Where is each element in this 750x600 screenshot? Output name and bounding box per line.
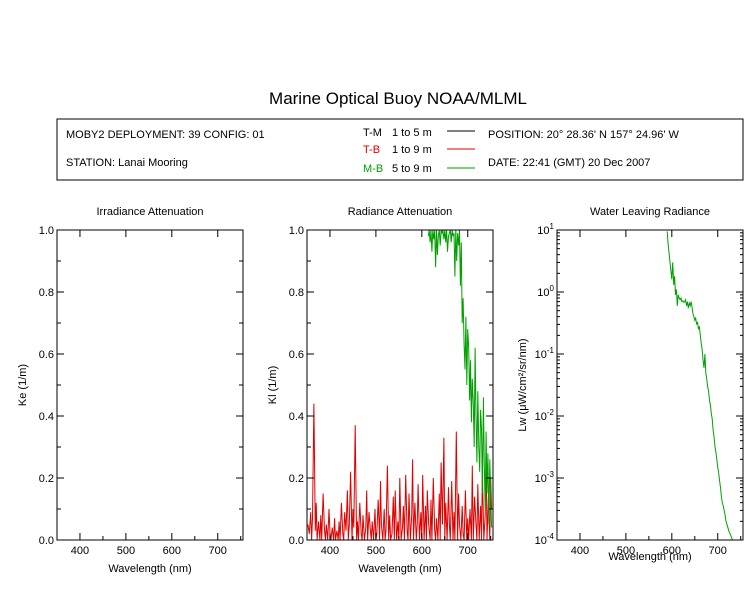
legend: T-M 1 to 5 m T-B 1 to 9 m M-B 5 to 9 m (363, 127, 475, 175)
y-tick-label: 0.0 (39, 535, 54, 547)
y-tick-label: 0.6 (289, 349, 304, 361)
station-text: STATION: Lanai Mooring (66, 157, 188, 169)
x-tick-label: 600 (663, 545, 681, 557)
y-tick-base: 10 (535, 411, 547, 423)
x-tick-label: 600 (413, 545, 431, 557)
y-tick-base: 10 (535, 349, 547, 361)
y-tick-label: 101 (537, 222, 554, 237)
chart-radiance-attenuation: Radiance Attenuation 400 500 600 700 Waveleng… (267, 206, 494, 575)
y-tick-label: 10-4 (535, 532, 555, 547)
x-tick-label: 500 (117, 545, 135, 557)
y-tick-label: 0.4 (289, 411, 304, 423)
page-title: Marine Optical Buoy NOAA/MLML (269, 89, 527, 108)
y-tick-exp: 0 (550, 284, 555, 293)
legend-entry-t-m: T-M 1 to 5 m (363, 127, 475, 139)
legend-range-t-b: 1 to 9 m (392, 144, 432, 156)
legend-code-m-b: M-B (363, 163, 383, 175)
deployment-text: MOBY2 DEPLOYMENT: 39 CONFIG: 01 (66, 129, 265, 141)
position-text: POSITION: 20° 28.36' N 157° 24.96' W (488, 129, 680, 141)
y-tick-base: 10 (535, 473, 547, 485)
chart-title: Radiance Attenuation (348, 206, 453, 218)
chart-water-leaving-radiance: Water Leaving Radiance 400 500 600 700 Wavele… (517, 206, 744, 563)
y-tick-label: 0.0 (289, 535, 304, 547)
y-tick-label: 0.2 (289, 473, 304, 485)
x-axis-label: Wavelength (nm) (358, 563, 441, 575)
info-box: MOBY2 DEPLOYMENT: 39 CONFIG: 01 STATION:… (56, 118, 744, 181)
y-tick-label: 0.2 (39, 473, 54, 485)
x-tick-label: 700 (709, 545, 727, 557)
legend-code-t-m: T-M (363, 127, 382, 139)
y-tick-exp: -1 (547, 346, 555, 355)
info-box-frame (56, 118, 744, 181)
y-tick-exp: 1 (550, 222, 555, 231)
y-tick-label: 10-3 (535, 470, 555, 485)
date-text: DATE: 22:41 (GMT) 20 Dec 2007 (488, 157, 650, 169)
y-tick-exp: -2 (547, 408, 555, 417)
series-group (666, 231, 737, 540)
x-axis-label: Wavelength (nm) (608, 551, 691, 563)
y-tick-base: 10 (537, 287, 549, 299)
plot-frame (556, 229, 744, 541)
y-tick-label: 100 (537, 284, 554, 299)
chart-irradiance-attenuation: Irradiance Attenuation 400 500 600 700 Wavele… (17, 206, 244, 575)
y-tick-label: 1.0 (289, 225, 304, 237)
x-tick-label: 400 (321, 545, 339, 557)
x-tick-label: 400 (71, 545, 89, 557)
y-axis-label: Kl (1/m) (267, 366, 279, 405)
y-tick-exp: -3 (547, 470, 555, 479)
x-tick-label: 600 (163, 545, 181, 557)
y-tick-base: 10 (535, 535, 547, 547)
y-tick-label: 10-1 (535, 346, 555, 361)
y-tick-label: 0.8 (289, 287, 304, 299)
x-tick-label: 500 (367, 545, 385, 557)
plot-frame (56, 229, 244, 541)
y-tick-label: 0.6 (39, 349, 54, 361)
series-line-m-b (427, 230, 493, 528)
legend-entry-m-b: M-B 5 to 9 m (363, 163, 475, 175)
chart-title: Irradiance Attenuation (96, 206, 203, 218)
x-tick-label: 500 (617, 545, 635, 557)
y-tick-label: 0.4 (39, 411, 54, 423)
y-tick-label: 0.8 (39, 287, 54, 299)
y-tick-exp: -4 (547, 532, 555, 541)
series-group (307, 230, 493, 540)
x-tick-label: 700 (459, 545, 477, 557)
x-axis-label: Wavelength (nm) (108, 563, 191, 575)
legend-code-t-b: T-B (363, 144, 380, 156)
legend-range-m-b: 5 to 9 m (392, 163, 432, 175)
x-tick-label: 700 (209, 545, 227, 557)
y-tick-label: 10-2 (535, 408, 555, 423)
y-axis-label: Ke (1/m) (17, 364, 29, 406)
x-tick-label: 400 (571, 545, 589, 557)
y-tick-label: 1.0 (39, 225, 54, 237)
series-line-m-b (666, 231, 737, 540)
legend-range-t-m: 1 to 5 m (392, 127, 432, 139)
chart-title: Water Leaving Radiance (590, 206, 710, 218)
legend-entry-t-b: T-B 1 to 9 m (363, 144, 475, 156)
y-tick-base: 10 (537, 225, 549, 237)
y-axis-label: Lw (μW/cm²/sr/nm) (517, 338, 529, 431)
series-line-t-b (307, 403, 493, 540)
